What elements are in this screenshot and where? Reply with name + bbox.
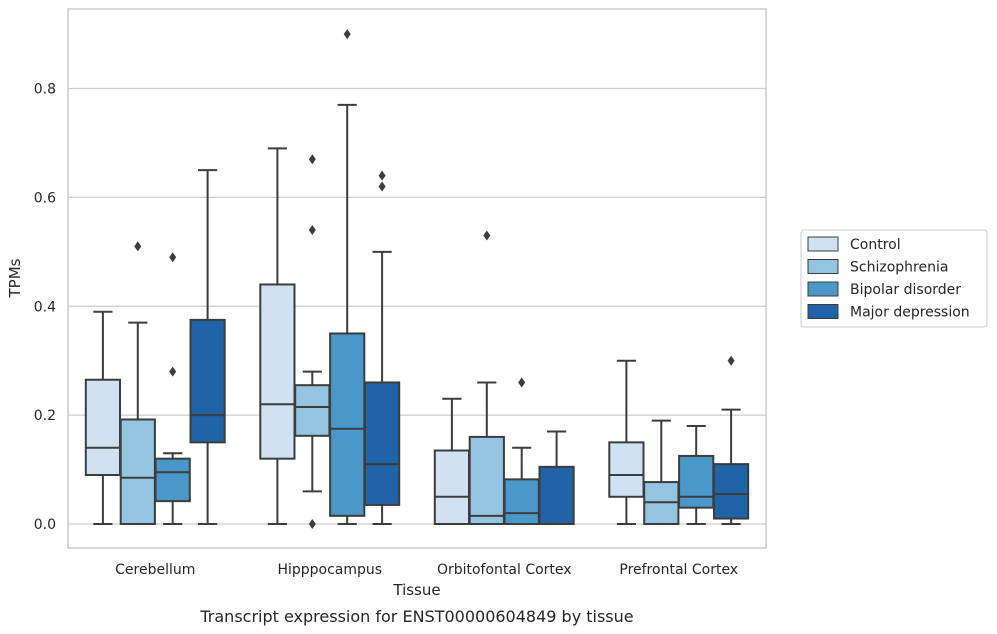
y-axis-label: TPMs [6,258,24,298]
legend-entry: Schizophrenia [807,259,948,276]
box-body [329,332,366,517]
box-bipolar-disorder [329,29,366,525]
x-tick-label: Cerebellum [115,562,195,578]
box-major-depression [189,169,226,525]
box-body [712,463,750,520]
boxes [84,29,750,529]
box-body [259,283,296,460]
outlier-point [169,366,177,377]
outlier-point [378,181,386,192]
box-bipolar-disorder [154,252,191,525]
y-tick-labels: 0.0 0.2 0.4 0.6 0.8 [34,82,56,534]
box-schizophrenia [294,154,331,529]
box-control [608,359,645,525]
legend-swatch [807,304,839,319]
legend-swatch [807,281,839,297]
legend-label: Schizophrenia [850,260,948,276]
box-control [84,310,122,525]
box-schizophrenia [643,419,680,526]
legend: Control Schizophrenia Bipolar disorder Majo… [800,229,988,328]
box-body [433,449,471,525]
x-tick-labels: Cerebellum Hipppocampus Orbitofontal Corte… [115,562,738,578]
outlier-point [308,225,316,236]
box-body [468,435,505,525]
outlier-point [727,355,735,366]
legend-entry: Bipolar disorder [807,281,961,298]
box-control [259,147,296,525]
outlier-point [308,154,316,165]
outlier-point [518,377,526,388]
box-body [503,478,540,525]
x-tick-label: Orbitofontal Cortex [437,562,572,578]
outlier-point [378,170,386,181]
y-tick-label: 0.0 [34,517,56,533]
legend-swatch [807,236,839,252]
box-body [294,384,331,437]
y-tick-label: 0.2 [34,408,56,424]
legend-label: Control [850,237,901,253]
box-body [608,441,645,498]
x-axis-label: Tissue [392,581,440,599]
legend-label: Bipolar disorder [850,282,961,298]
box-body [84,378,122,477]
x-tick-label: Hipppocampus [277,562,382,578]
box-schizophrenia [119,241,156,526]
legend-frame [800,229,988,328]
y-tick-label: 0.4 [34,299,56,315]
plot-frame [67,8,767,549]
box-body [363,381,401,506]
y-tick-label: 0.6 [34,190,56,206]
box-body [119,418,156,526]
legend-swatch [807,259,839,274]
outlier-point [308,519,316,529]
x-tick-label: Prefrontal Cortex [619,562,738,578]
box-major-depression [712,355,750,525]
box-body [189,318,226,444]
box-body [538,465,575,526]
outlier-point [483,230,491,241]
box-bipolar-disorder [678,425,715,525]
chart-caption: Transcript expression for ENST0000060484… [199,607,633,626]
outlier-point [169,252,177,263]
legend-entry: Major depression [807,304,970,321]
box-major-depression [363,170,401,525]
box-body [154,457,191,503]
box-major-depression [538,430,575,526]
y-tick-label: 0.8 [34,82,56,98]
legend-label: Major depression [850,305,970,321]
box-schizophrenia [468,230,505,525]
outlier-point [134,241,142,252]
box-bipolar-disorder [503,377,540,525]
box-body [678,454,715,509]
legend-entry: Control [807,236,901,253]
outlier-point [343,29,351,40]
box-control [433,397,471,525]
